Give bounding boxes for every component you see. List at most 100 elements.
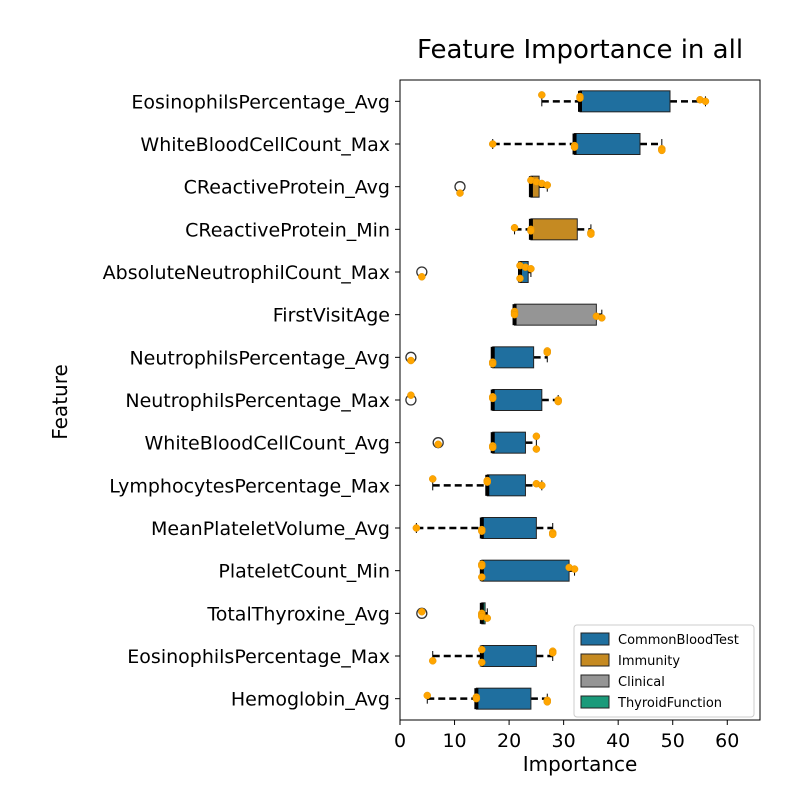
data-point bbox=[488, 443, 497, 452]
feature-row: PlateletCount_Min bbox=[218, 559, 579, 583]
data-point bbox=[548, 530, 557, 539]
data-point bbox=[488, 359, 497, 368]
data-point bbox=[516, 274, 524, 283]
chart-title: Feature Importance in all bbox=[417, 35, 743, 65]
feature-row: NeutrophilsPercentage_Max bbox=[125, 389, 562, 412]
feature-row: FirstVisitAge bbox=[273, 303, 606, 327]
y-tick-label: CReactiveProtein_Avg bbox=[184, 177, 390, 199]
y-tick-label: CReactiveProtein_Min bbox=[185, 219, 390, 241]
box bbox=[481, 645, 537, 667]
box bbox=[492, 389, 543, 411]
data-point bbox=[570, 143, 579, 151]
y-tick-label: WhiteBloodCellCount_Max bbox=[140, 134, 390, 156]
data-point bbox=[527, 227, 535, 235]
y-axis-label: Feature bbox=[48, 364, 72, 440]
feature-row: TotalThyroxine_Avg bbox=[206, 602, 492, 625]
x-tick-label: 30 bbox=[552, 730, 576, 752]
data-point bbox=[532, 445, 541, 453]
feature-row: LymphocytesPercentage_Max bbox=[109, 474, 546, 497]
data-point bbox=[543, 348, 552, 357]
legend-item: ThyroidFunction bbox=[580, 695, 722, 711]
data-point bbox=[543, 181, 552, 189]
legend-swatch bbox=[580, 653, 610, 667]
box bbox=[492, 431, 526, 454]
data-point bbox=[488, 140, 497, 148]
box bbox=[579, 90, 671, 113]
feature-row: AbsoluteNeutrophilCount_Max bbox=[103, 261, 535, 284]
legend-label: ThyroidFunction bbox=[617, 696, 722, 711]
y-tick-label: TotalThyroxine_Avg bbox=[206, 603, 390, 625]
legend-item: Immunity bbox=[580, 653, 680, 669]
feature-row: NeutrophilsPercentage_Avg bbox=[129, 346, 552, 369]
data-point bbox=[483, 478, 492, 486]
data-point bbox=[510, 310, 519, 319]
y-tick-label: Hemoglobin_Avg bbox=[231, 689, 390, 711]
data-point bbox=[478, 573, 486, 581]
legend-item: CommonBloodTest bbox=[580, 632, 739, 648]
y-tick-label: AbsoluteNeutrophilCount_Max bbox=[103, 262, 390, 284]
data-point bbox=[407, 356, 415, 365]
box bbox=[481, 559, 570, 582]
box bbox=[492, 346, 535, 369]
box bbox=[514, 303, 597, 326]
plot-area: 0 10 20 30 40 50 60 EosinophilsPercentage_Avg Wh… bbox=[103, 79, 761, 752]
legend-label: CommonBloodTest bbox=[618, 633, 739, 648]
data-point bbox=[587, 230, 595, 238]
data-point bbox=[538, 91, 546, 99]
data-point bbox=[532, 432, 541, 441]
y-tick-label: EosinophilsPercentage_Max bbox=[127, 646, 390, 668]
y-tick-label: MeanPlateletVolume_Avg bbox=[151, 518, 390, 540]
feature-row: WhiteBloodCellCount_Avg bbox=[145, 431, 541, 455]
data-point bbox=[554, 397, 562, 406]
data-point bbox=[407, 391, 415, 399]
y-tick-label: LymphocytesPercentage_Max bbox=[109, 475, 390, 497]
feature-row: MeanPlateletVolume_Avg bbox=[151, 517, 557, 540]
x-tick-label: 0 bbox=[394, 730, 406, 752]
x-tick-label: 10 bbox=[442, 730, 466, 752]
data-point bbox=[488, 394, 497, 403]
data-point bbox=[428, 475, 437, 483]
legend-label: Immunity bbox=[618, 654, 680, 669]
x-tick-label: 40 bbox=[606, 730, 630, 752]
feature-row: Hemoglobin_Avg bbox=[231, 687, 552, 711]
y-tick-label: NeutrophilsPercentage_Avg bbox=[129, 347, 390, 369]
data-point bbox=[428, 657, 437, 665]
data-point bbox=[658, 146, 666, 155]
y-tick-label: FirstVisitAge bbox=[273, 305, 390, 327]
data-point bbox=[423, 691, 432, 700]
data-point bbox=[472, 694, 481, 703]
data-point bbox=[418, 607, 426, 616]
box bbox=[481, 517, 537, 539]
data-point bbox=[510, 223, 519, 232]
data-point bbox=[527, 265, 535, 273]
data-point bbox=[576, 94, 584, 102]
data-point bbox=[412, 524, 421, 532]
x-tick-label: 60 bbox=[715, 730, 739, 752]
x-tick-label: 20 bbox=[497, 730, 521, 752]
x-tick-label: 50 bbox=[661, 730, 685, 752]
data-point bbox=[598, 314, 606, 322]
feature-row: CReactiveProtein_Min bbox=[185, 218, 595, 241]
x-axis-label: Importance bbox=[523, 752, 638, 776]
box bbox=[475, 687, 532, 710]
legend-swatch bbox=[580, 695, 610, 709]
legend-swatch bbox=[580, 632, 610, 646]
data-point bbox=[570, 565, 579, 573]
box bbox=[530, 218, 578, 241]
y-tick-label: NeutrophilsPercentage_Max bbox=[125, 390, 390, 412]
feature-row: EosinophilsPercentage_Avg bbox=[131, 90, 710, 113]
feature-row: EosinophilsPercentage_Max bbox=[127, 645, 557, 668]
data-point bbox=[538, 481, 546, 490]
data-point bbox=[478, 658, 486, 667]
legend: CommonBloodTest Immunity Clinical ThyroidFu… bbox=[573, 624, 755, 718]
data-point bbox=[478, 527, 486, 535]
y-tick-label: WhiteBloodCellCount_Avg bbox=[145, 433, 391, 455]
data-point bbox=[478, 562, 486, 570]
legend-item: Clinical bbox=[580, 674, 665, 690]
feature-row: CReactiveProtein_Avg bbox=[184, 175, 552, 199]
y-tick-label: PlateletCount_Min bbox=[218, 561, 390, 583]
legend-frame bbox=[573, 624, 755, 718]
feature-row: WhiteBloodCellCount_Max bbox=[140, 133, 666, 156]
